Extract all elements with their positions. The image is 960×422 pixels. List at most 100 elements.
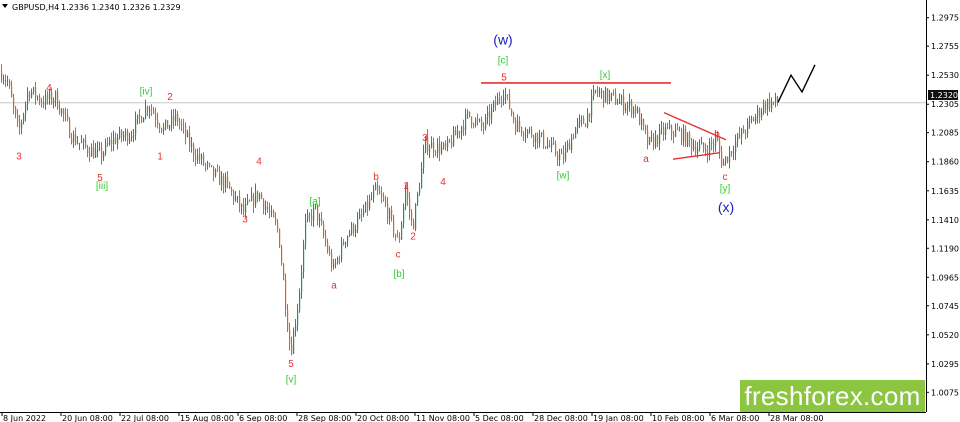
candle bbox=[699, 139, 701, 152]
candle bbox=[701, 136, 703, 145]
candle bbox=[215, 168, 217, 178]
candle bbox=[121, 129, 123, 143]
candle bbox=[223, 173, 225, 194]
candle bbox=[181, 119, 183, 131]
candle bbox=[221, 171, 223, 191]
candle bbox=[123, 131, 125, 142]
candle bbox=[745, 129, 747, 140]
candle bbox=[57, 88, 59, 110]
candle bbox=[767, 98, 769, 116]
candle bbox=[629, 93, 631, 112]
candle bbox=[53, 97, 55, 109]
wave-label: [x] bbox=[600, 70, 611, 81]
candle bbox=[279, 228, 281, 249]
candle bbox=[537, 132, 539, 149]
y-tick-label: 1.0075 bbox=[931, 388, 959, 397]
wave-label: 2 bbox=[167, 92, 173, 103]
candle bbox=[33, 86, 35, 95]
candle bbox=[345, 241, 347, 249]
candle bbox=[39, 93, 41, 106]
candle bbox=[517, 114, 519, 133]
candle bbox=[375, 182, 377, 191]
x-tick-labels: 8 Jun 2022 20 Jun 08:00 22 Jul 08:00 15 Aug… bbox=[1, 412, 823, 422]
candle bbox=[463, 119, 465, 136]
candle bbox=[149, 105, 151, 119]
candle bbox=[449, 138, 451, 143]
candle bbox=[199, 147, 201, 164]
candle bbox=[91, 143, 93, 157]
candle bbox=[227, 171, 229, 189]
candle bbox=[551, 137, 553, 153]
candle bbox=[581, 115, 583, 127]
candle bbox=[317, 204, 319, 226]
candle bbox=[535, 132, 537, 150]
candle bbox=[347, 235, 349, 247]
candle bbox=[489, 104, 491, 127]
candle bbox=[595, 89, 597, 94]
candle bbox=[479, 118, 481, 123]
candle bbox=[67, 108, 69, 122]
candle bbox=[37, 95, 39, 101]
candle bbox=[353, 222, 355, 237]
y-tick-label: 1.0965 bbox=[931, 273, 959, 282]
candle bbox=[453, 126, 455, 147]
candle bbox=[477, 113, 479, 126]
candle bbox=[371, 192, 373, 201]
candle bbox=[321, 211, 323, 226]
candle bbox=[55, 90, 57, 107]
wave-label: [w] bbox=[557, 171, 570, 182]
wave-label: 3 bbox=[422, 133, 428, 144]
candle bbox=[269, 202, 271, 219]
x-tick-label: 6 Sep 08:00 bbox=[239, 414, 287, 422]
candle bbox=[35, 82, 37, 105]
candle bbox=[265, 200, 267, 216]
y-tick-label: 1.2530 bbox=[931, 71, 959, 80]
candle bbox=[423, 144, 425, 174]
wave-label: [y] bbox=[720, 184, 731, 195]
wave-label: c bbox=[723, 172, 728, 183]
candle bbox=[617, 98, 619, 105]
candle bbox=[263, 198, 265, 215]
candle bbox=[589, 113, 591, 123]
candle bbox=[467, 109, 469, 119]
wave-label: [iii] bbox=[96, 181, 108, 192]
x-tick-label: 10 Feb 08:00 bbox=[652, 414, 704, 422]
candle bbox=[343, 238, 345, 246]
wave-label: 5 bbox=[501, 72, 507, 83]
candle bbox=[385, 195, 387, 208]
x-tick-label: 28 Mar 08:00 bbox=[770, 414, 823, 422]
candle bbox=[737, 132, 739, 148]
candle bbox=[691, 138, 693, 156]
candle bbox=[665, 123, 667, 140]
candle bbox=[411, 209, 413, 226]
candle bbox=[275, 212, 277, 226]
wave-label: (x) bbox=[718, 199, 734, 215]
candle bbox=[519, 116, 521, 133]
candle bbox=[695, 140, 697, 157]
candle bbox=[87, 144, 89, 158]
candle bbox=[607, 88, 609, 105]
candle bbox=[501, 95, 503, 108]
candle bbox=[651, 130, 653, 142]
candle bbox=[727, 156, 729, 164]
candle bbox=[293, 327, 295, 355]
wave-label: a bbox=[643, 154, 649, 165]
candle bbox=[187, 129, 189, 138]
candle bbox=[437, 138, 439, 159]
current-price-label: 1.2320 bbox=[930, 91, 958, 100]
y-tick-label: 1.1190 bbox=[931, 244, 959, 253]
candle bbox=[397, 229, 399, 238]
candle bbox=[565, 141, 567, 163]
wave-label: b bbox=[373, 172, 379, 183]
candle bbox=[599, 87, 601, 98]
candle bbox=[387, 196, 389, 225]
candle bbox=[483, 122, 485, 135]
candle bbox=[721, 145, 723, 168]
candle bbox=[637, 106, 639, 114]
candle bbox=[201, 153, 203, 165]
candle bbox=[63, 108, 65, 122]
candle bbox=[195, 148, 197, 167]
candle bbox=[403, 203, 405, 229]
candle bbox=[351, 222, 353, 236]
